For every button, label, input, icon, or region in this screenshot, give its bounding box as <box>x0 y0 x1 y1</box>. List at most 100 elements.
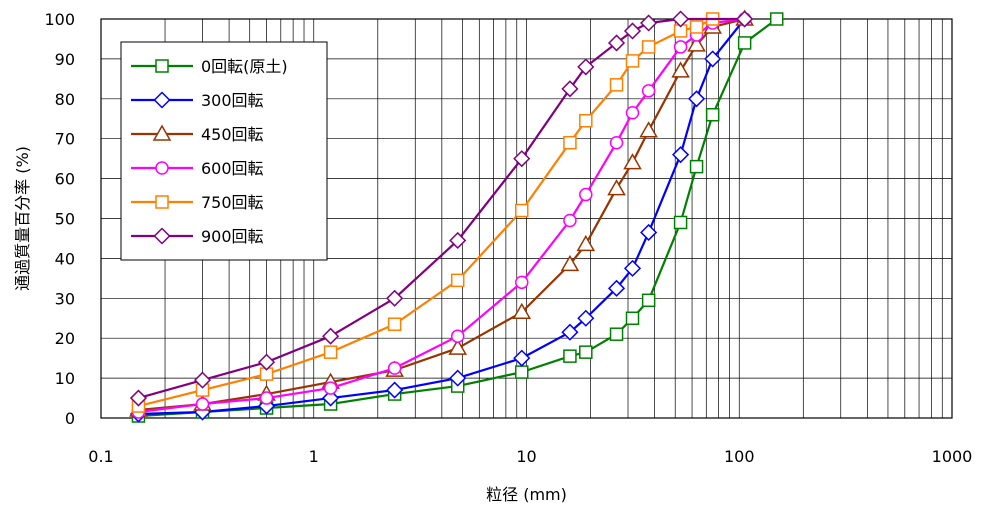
data-point <box>449 231 467 250</box>
legend-item: 0回転(原土) <box>131 57 288 76</box>
data-point <box>736 10 754 28</box>
data-point <box>607 279 626 297</box>
x-tick-label: 1 <box>309 447 319 466</box>
data-point <box>641 293 656 308</box>
data-point <box>609 78 624 92</box>
data-point <box>623 259 642 277</box>
data-point <box>322 389 340 407</box>
y-tick-label: 30 <box>55 289 75 308</box>
data-point <box>672 10 690 28</box>
data-point <box>641 84 656 98</box>
legend-swatch-marker <box>152 124 172 141</box>
data-point <box>689 20 704 34</box>
y-tick-label: 80 <box>55 90 75 109</box>
data-point <box>640 223 658 242</box>
data-point <box>513 150 531 168</box>
data-point <box>323 345 338 359</box>
legend-swatch-marker <box>153 91 171 109</box>
data-point <box>450 329 465 343</box>
data-point <box>576 234 596 252</box>
x-tick-label: 10 <box>516 447 536 466</box>
data-point <box>449 369 467 387</box>
data-point <box>257 353 276 371</box>
data-point <box>704 50 722 68</box>
data-point <box>625 106 640 120</box>
data-point <box>513 349 531 367</box>
data-point <box>673 40 688 54</box>
legend-swatch-marker <box>155 195 169 209</box>
data-point <box>639 121 658 138</box>
data-point <box>560 254 580 272</box>
data-point <box>769 12 784 26</box>
y-tick-label: 100 <box>44 10 75 29</box>
data-point <box>515 365 529 379</box>
y-tick-label: 60 <box>55 170 75 189</box>
legend-label: 900回転 <box>201 227 264 246</box>
data-point <box>579 187 593 202</box>
y-tick-labels: 0 10 20 30 40 50 60 70 80 90 100 <box>44 10 75 428</box>
series-line <box>138 17 745 412</box>
legend-label: 0回転(原土) <box>201 57 288 76</box>
data-point <box>623 153 642 170</box>
series-line <box>138 17 745 414</box>
data-point <box>563 213 577 228</box>
data-point <box>641 40 656 54</box>
data-point <box>579 113 593 128</box>
data-point <box>623 22 642 40</box>
legend-item: 450回転 <box>131 124 264 144</box>
legend-swatch-marker <box>153 227 171 245</box>
legend-box <box>120 41 328 261</box>
y-tick-label: 20 <box>55 329 75 348</box>
data-point <box>607 179 626 196</box>
data-point <box>193 371 212 389</box>
data-point <box>512 302 532 320</box>
data-point <box>687 35 706 52</box>
data-point <box>387 361 402 375</box>
plot-frame <box>100 18 953 419</box>
data-point <box>387 317 402 331</box>
data-point <box>195 397 210 411</box>
data-point <box>609 327 624 341</box>
data-point <box>607 34 626 52</box>
data-point <box>687 90 706 108</box>
x-tick-label: 0.1 <box>88 447 113 466</box>
data-point <box>671 61 690 78</box>
data-point <box>515 275 529 290</box>
data-point <box>577 58 595 76</box>
legend-item: 600回転 <box>131 159 264 178</box>
series-5 <box>129 10 754 407</box>
x-tick-label: 1000 <box>932 447 973 466</box>
legend: 0回転(原土) 300回転 450回転 600回転 750回転 900回転 <box>120 41 328 261</box>
data-point <box>579 345 593 359</box>
legend-label: 300回転 <box>201 91 264 110</box>
series-layer <box>129 9 784 423</box>
data-point <box>386 381 404 399</box>
legend-item: 750回転 <box>131 193 264 212</box>
legend-label: 750回転 <box>201 193 264 212</box>
legend-item: 900回転 <box>131 227 264 246</box>
data-point <box>577 309 595 327</box>
y-tick-label: 70 <box>55 130 75 149</box>
data-point <box>625 54 640 68</box>
x-axis-label: 粒径 (mm) <box>486 485 567 504</box>
data-point <box>129 389 148 407</box>
data-point <box>673 215 688 230</box>
y-tick-label: 50 <box>55 210 75 229</box>
legend-label: 600回転 <box>201 159 264 178</box>
series-line <box>138 18 746 416</box>
data-point <box>561 80 579 98</box>
x-tick-labels: 0.1 1 10 100 1000 <box>88 447 972 466</box>
x-tick-label: 100 <box>724 447 755 466</box>
legend-swatch-marker <box>155 59 169 73</box>
data-point <box>705 108 720 122</box>
data-point <box>322 327 340 345</box>
data-point <box>563 349 577 363</box>
legend-label: 450回転 <box>201 125 264 144</box>
data-point <box>259 391 274 405</box>
data-point <box>563 135 577 150</box>
data-point <box>609 135 624 150</box>
y-tick-label: 10 <box>55 369 75 388</box>
data-point <box>625 311 640 325</box>
y-tick-label: 40 <box>55 249 75 268</box>
y-tick-label: 90 <box>55 50 75 69</box>
